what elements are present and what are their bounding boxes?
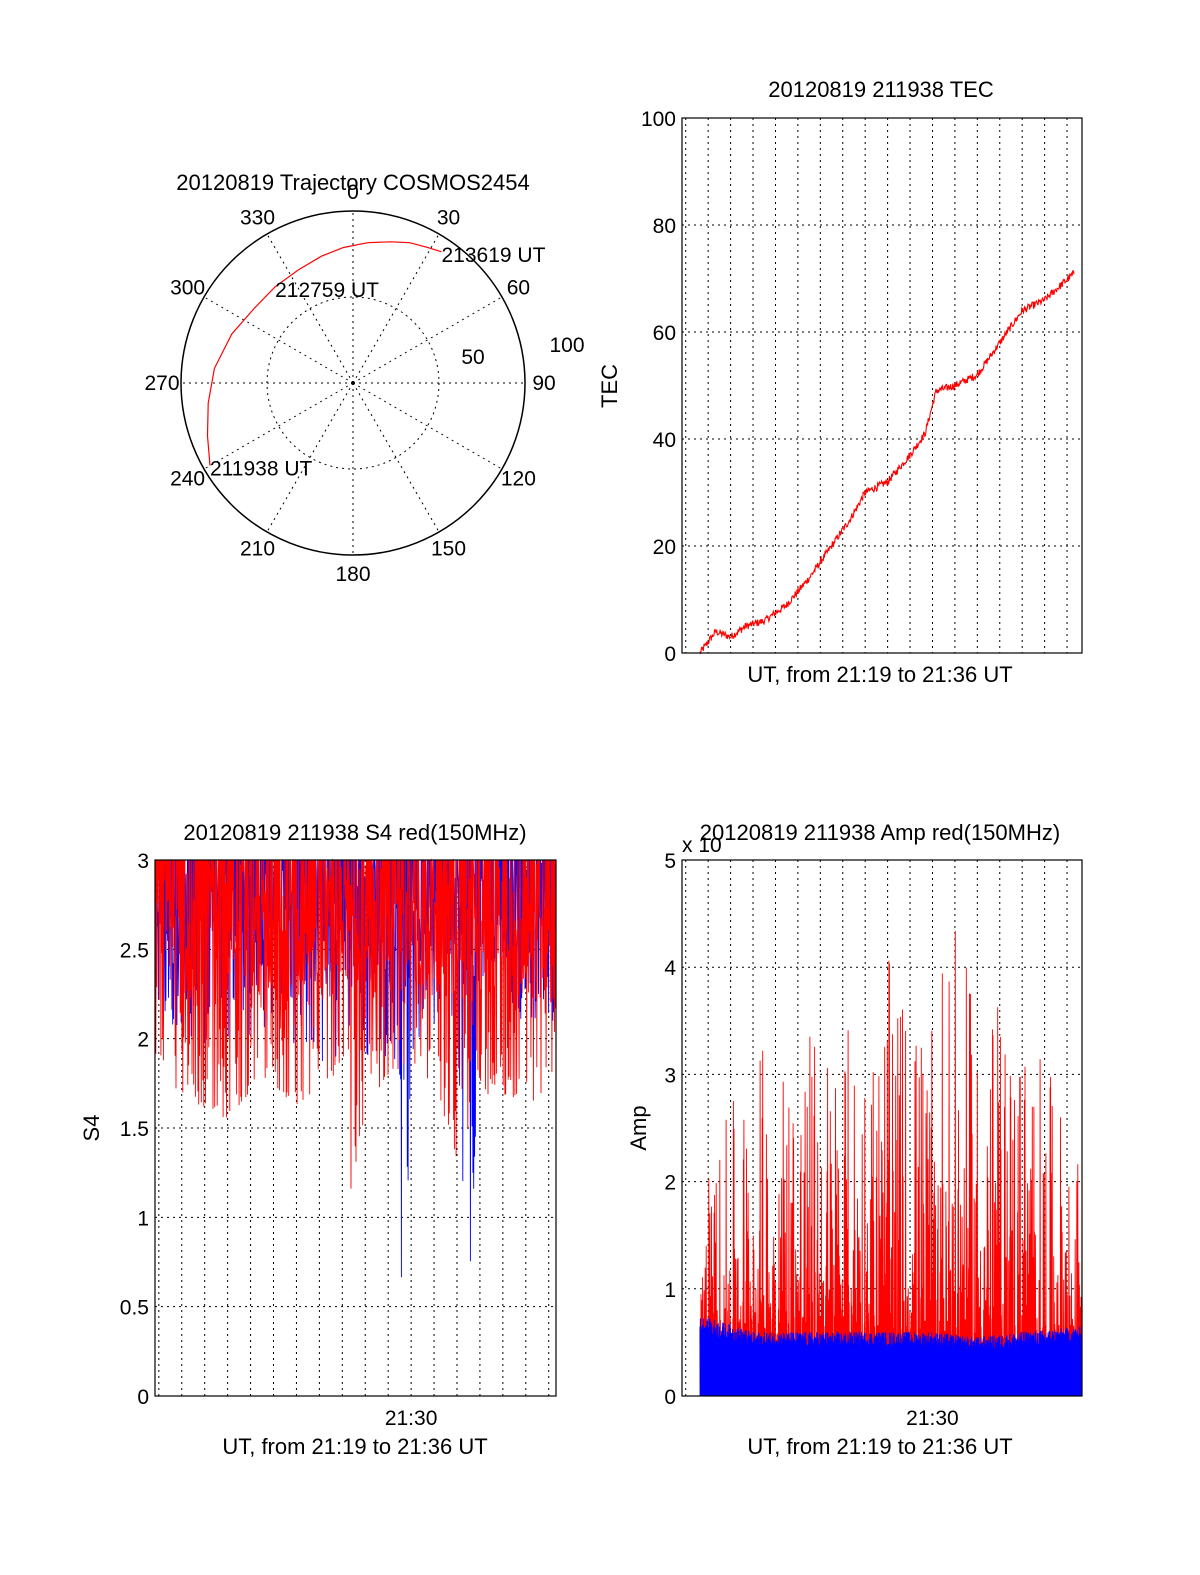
- tec-title: 20120819 211938 TEC: [768, 77, 994, 102]
- y-tick-label: 3: [137, 850, 149, 873]
- trajectory-line: [206, 241, 442, 466]
- y-tick-label: 0: [664, 643, 676, 666]
- trajectory-time-label: 212759 UT: [275, 279, 379, 302]
- amp-x-label: UT, from 21:19 to 21:36 UT: [747, 1434, 1012, 1459]
- y-tick-label: 20: [653, 536, 676, 559]
- x-tick-label: 21:30: [385, 1407, 438, 1430]
- y-tick-label: 1: [137, 1207, 149, 1230]
- tec-plot-frame: [681, 117, 1083, 654]
- polar-angle-labels: 0 30 60 90 120 150 180 210 240 270 300 330: [144, 181, 555, 586]
- tec-line: [699, 270, 1075, 655]
- polar-spoke: [203, 382, 354, 470]
- s4-y-ticks: 0 0.5 1 1.5 2 2.5 3: [120, 850, 149, 1409]
- polar-angle-label: 270: [144, 372, 179, 395]
- y-tick-label: 80: [653, 215, 676, 238]
- s4-x-ticks: 21:30: [385, 1407, 438, 1430]
- polar-angle-label: 300: [170, 277, 205, 300]
- polar-spoke: [352, 233, 440, 384]
- tec-panel: 20120819 211938 TEC 0 20 40 60 80 100 UT, fro…: [597, 77, 1083, 687]
- amp-plot-frame: [681, 859, 1083, 1397]
- y-tick-label: 5: [664, 850, 676, 873]
- trajectory-series: [206, 241, 442, 466]
- y-tick-label: 2: [137, 1029, 149, 1052]
- amp-y-ticks: 0 1 2 3 4 5: [664, 850, 676, 1409]
- polar-angle-label: 180: [335, 563, 370, 586]
- s4-plot-frame: [154, 859, 557, 1397]
- y-tick-label: 40: [653, 429, 676, 452]
- y-tick-label: 100: [641, 108, 676, 131]
- tec-y-ticks: 0 20 40 60 80 100: [641, 108, 676, 666]
- amp-x-ticks: 21:30: [906, 1407, 959, 1430]
- amp-y-label: Amp: [626, 1105, 651, 1150]
- polar-outer-circle: [180, 210, 526, 556]
- amp-y-multiplier: x 10: [682, 834, 722, 857]
- tec-series: [699, 270, 1075, 655]
- tec-x-label: UT, from 21:19 to 21:36 UT: [747, 662, 1012, 687]
- amp-series: [699, 930, 1083, 1397]
- polar-angle-label: 120: [501, 468, 536, 491]
- polar-spoke: [352, 382, 440, 533]
- amp-panel: 20120819 211938 Amp red(150MHz) x 10 0 1 2…: [626, 820, 1083, 1459]
- trajectory-time-label: 211938 UT: [210, 458, 313, 481]
- polar-spoke: [266, 382, 354, 533]
- y-tick-label: 2: [664, 1172, 676, 1195]
- polar-spoke: [352, 296, 503, 384]
- polar-angle-label: 240: [170, 468, 205, 491]
- y-tick-label: 4: [664, 957, 676, 980]
- trajectory-annotations: 211938 UT 212759 UT 213619 UT: [210, 244, 546, 481]
- tec-grid: [682, 118, 1082, 653]
- polar-grid: [181, 211, 525, 555]
- polar-radius-label-50: 50: [461, 346, 484, 369]
- x-tick-label: 21:30: [906, 1407, 959, 1430]
- polar-spoke: [203, 296, 354, 384]
- polar-angle-label: 210: [240, 537, 275, 560]
- amp-blue-line: [699, 1318, 1083, 1397]
- y-tick-label: 1.5: [120, 1118, 149, 1141]
- s4-series: [154, 858, 557, 1278]
- s4-x-label: UT, from 21:19 to 21:36 UT: [222, 1434, 487, 1459]
- amp-title: 20120819 211938 Amp red(150MHz): [700, 820, 1060, 845]
- polar-angle-label: 330: [240, 207, 275, 230]
- y-tick-label: 0: [664, 1386, 676, 1409]
- trajectory-title: 20120819 Trajectory COSMOS2454: [176, 170, 529, 195]
- polar-angle-label: 150: [431, 537, 466, 560]
- y-tick-label: 0.5: [120, 1297, 149, 1320]
- trajectory-time-label: 213619 UT: [442, 244, 546, 267]
- trajectory-panel: 20120819 Trajectory COSMOS2454 0 30 60 90 12…: [144, 170, 584, 586]
- polar-angle-label: 30: [437, 207, 460, 230]
- polar-spoke: [352, 382, 503, 470]
- y-tick-label: 0: [137, 1386, 149, 1409]
- s4-panel: 20120819 211938 S4 red(150MHz) 0 0.5 1 1.5 2…: [79, 820, 557, 1459]
- polar-radius-label-100: 100: [549, 334, 584, 357]
- y-tick-label: 60: [653, 322, 676, 345]
- amp-red-line: [699, 930, 1083, 1397]
- y-tick-label: 3: [664, 1064, 676, 1087]
- s4-red-line: [154, 858, 557, 1189]
- s4-y-label: S4: [79, 1115, 104, 1142]
- polar-angle-label: 90: [532, 372, 555, 395]
- y-tick-label: 2.5: [120, 939, 149, 962]
- polar-angle-label: 0: [347, 181, 359, 204]
- polar-angle-label: 60: [507, 277, 530, 300]
- polar-spoke: [266, 233, 354, 384]
- y-tick-label: 1: [664, 1279, 676, 1302]
- s4-title: 20120819 211938 S4 red(150MHz): [183, 820, 526, 845]
- tec-y-label: TEC: [597, 364, 622, 408]
